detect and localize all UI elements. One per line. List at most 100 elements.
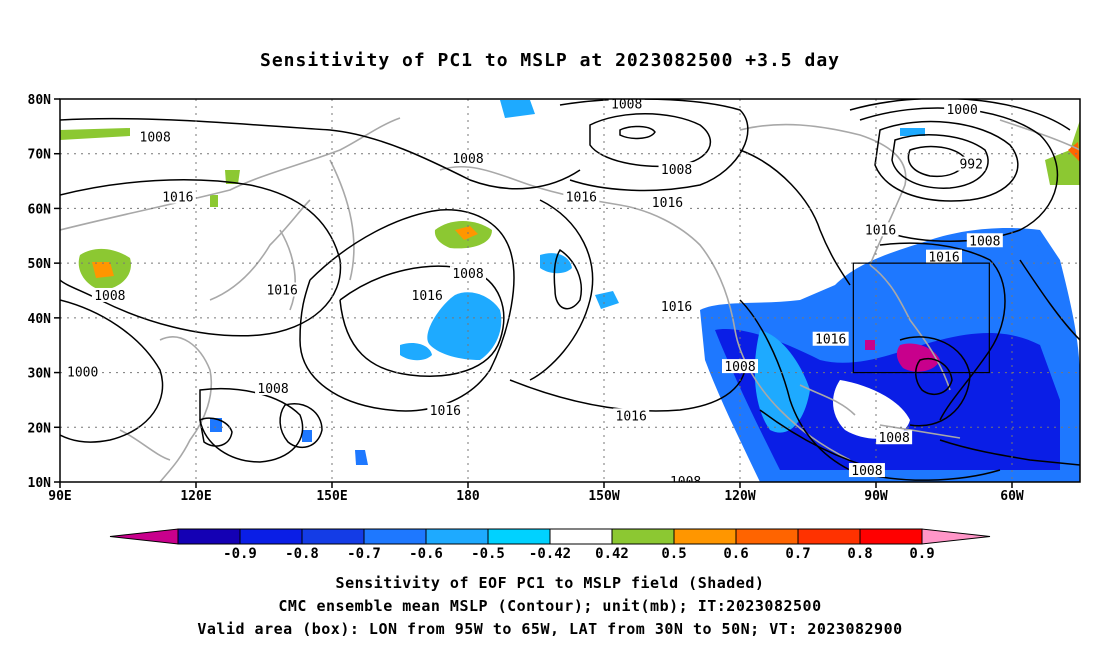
contour-label: 1016: [266, 284, 297, 299]
contour-labels: 1008 1016 1008 1016 1000 1008 1008 1016 1008 1016…: [64, 97, 1003, 490]
contour-label: 1016: [412, 289, 443, 304]
coastlines: [60, 117, 1080, 482]
contour-label: 1016: [162, 190, 193, 205]
contour-label-bg: [812, 331, 849, 346]
colorbar-swatch: [177, 528, 241, 545]
lon-tick-label: 120W: [724, 489, 755, 504]
colorbar-tick-label: 0.9: [909, 546, 934, 562]
colorbar-swatch: [735, 528, 799, 545]
contour-label: 1008: [670, 475, 701, 490]
contour-label-bg: [137, 129, 174, 144]
contour-label-bg: [944, 101, 981, 116]
colorbar-tick-label: 0.7: [785, 546, 810, 562]
lon-tick-label: 120E: [180, 489, 211, 504]
contour-label-bg: [957, 156, 986, 171]
contour-label-bg: [848, 463, 885, 478]
lat-tick-label: 40N: [28, 312, 52, 327]
caption-contour: CMC ensemble mean MSLP (Contour); unit(m…: [278, 597, 822, 615]
caption-valid-area: Valid area (box): LON from 95W to 65W, L…: [197, 620, 903, 638]
colorbar: -0.9 -0.8 -0.7 -0.6 -0.5 -0.42 0.42 0.5 0.6 0.7 0.…: [109, 528, 991, 562]
contour-label: 1008: [851, 464, 882, 479]
colorbar-swatch: [611, 528, 675, 545]
contour-label-bg: [91, 287, 128, 302]
contour-label-bg: [409, 287, 446, 302]
contour-label: 1008: [611, 97, 642, 112]
lat-tick-label: 10N: [28, 476, 52, 491]
contour-label-bg: [658, 162, 695, 177]
contour-label: 1016: [661, 300, 692, 315]
valid-area-box: [852, 262, 990, 374]
lat-tick-label: 80N: [28, 93, 52, 108]
contour-label-bg: [658, 298, 695, 313]
colorbar-tick-label: -0.7: [347, 546, 381, 562]
colorbar-tick-label: -0.42: [529, 546, 571, 562]
lon-tick-label: 60W: [1000, 489, 1024, 504]
lon-tick-label: 150W: [588, 489, 619, 504]
contour-label: 1016: [815, 333, 846, 348]
colorbar-swatch: [425, 528, 489, 545]
map-axes: 10N 20N 30N 40N 50N 60N 70N 80N 90E 120E 150E 180 15…: [28, 93, 1024, 504]
lat-tick-label: 60N: [28, 202, 52, 217]
map-title: Sensitivity of PC1 to MSLP at 2023082500…: [259, 50, 840, 71]
map-border: [59, 98, 1081, 483]
contour-label: 1016: [616, 409, 647, 424]
colorbar-tick-label: -0.6: [409, 546, 443, 562]
lat-tick-label: 20N: [28, 421, 52, 436]
contour-label: 1000: [946, 103, 977, 118]
colorbar-tick-label: 0.6: [723, 546, 748, 562]
lon-tick-label: 180: [456, 489, 480, 504]
colorbar-tick-label: -0.9: [223, 546, 257, 562]
colorbar-swatch: [363, 528, 427, 545]
contour-label: 1016: [865, 223, 896, 238]
contour-label-bg: [966, 233, 1003, 248]
contour-label: 1008: [969, 234, 1000, 249]
contour-label: 1016: [652, 196, 683, 211]
contour-label-bg: [722, 359, 758, 374]
contour-label-bg: [159, 189, 196, 204]
contour-label-bg: [613, 408, 650, 423]
colorbar-swatch: [673, 528, 737, 545]
contour-label-bg: [926, 249, 962, 264]
contour-label: 1008: [878, 431, 909, 446]
map-panel: 1008 1016 1008 1016 1000 1008 1008 1016 1008 1016…: [28, 93, 1081, 504]
contour-label: 1008: [724, 360, 755, 375]
lat-tick-label: 30N: [28, 367, 52, 382]
contour-label-bg: [649, 194, 686, 209]
contour-label: 1008: [140, 130, 171, 145]
colorbar-max-arrow: [921, 528, 991, 545]
contour-label: 1008: [257, 382, 288, 397]
caption-shading: Sensitivity of EOF PC1 to MSLP field (Sh…: [335, 574, 765, 592]
colorbar-tick-label: 0.42: [595, 546, 629, 562]
colorbar-tick-label: 0.8: [847, 546, 872, 562]
colorbar-tick-label: -0.8: [285, 546, 319, 562]
contour-label-bg: [64, 364, 101, 379]
contour-label: 1016: [928, 251, 959, 266]
contour-label: 1016: [430, 404, 461, 419]
colorbar-swatch: [239, 528, 303, 545]
contour-label-bg: [876, 430, 913, 445]
contour-label-bg: [563, 189, 600, 204]
colorbar-tick-label: -0.5: [471, 546, 505, 562]
contour-label: 1016: [566, 190, 597, 205]
contour-label: 1008: [94, 289, 125, 304]
contour-label-bg: [608, 99, 645, 111]
contour-label-bg: [427, 402, 464, 417]
colorbar-swatch: [487, 528, 551, 545]
colorbar-tick-label: 0.5: [661, 546, 686, 562]
contour-label-bg: [862, 222, 899, 237]
lon-tick-label: 90W: [864, 489, 888, 504]
sensitivity-shading: [60, 100, 1080, 482]
contour-label: 1000: [67, 366, 98, 381]
contour-label-bg: [264, 282, 301, 297]
lon-tick-label: 150E: [316, 489, 347, 504]
contour-label-bg: [450, 151, 486, 166]
lon-tick-label: 90E: [48, 489, 71, 504]
colorbar-swatch: [797, 528, 861, 545]
lat-tick-label: 50N: [28, 257, 52, 272]
contour-label-bg: [450, 266, 486, 281]
colorbar-swatch: [549, 528, 613, 545]
contour-label: 1008: [452, 152, 483, 167]
contour-label-bg: [255, 380, 292, 395]
contour-label-bg: [667, 474, 704, 482]
colorbar-min-arrow: [109, 528, 179, 545]
